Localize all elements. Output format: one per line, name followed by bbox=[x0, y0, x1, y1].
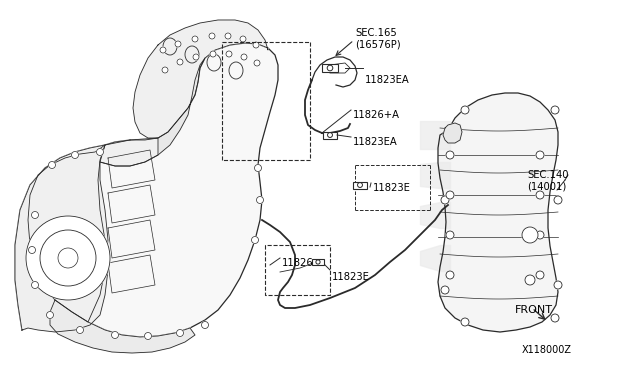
Circle shape bbox=[254, 60, 260, 66]
Circle shape bbox=[252, 237, 259, 244]
Polygon shape bbox=[50, 300, 195, 353]
Circle shape bbox=[522, 227, 538, 243]
Circle shape bbox=[461, 106, 469, 114]
Circle shape bbox=[441, 286, 449, 294]
Circle shape bbox=[255, 164, 262, 171]
Circle shape bbox=[77, 327, 83, 334]
Circle shape bbox=[240, 36, 246, 42]
Circle shape bbox=[446, 191, 454, 199]
Text: 11826: 11826 bbox=[282, 258, 314, 268]
Circle shape bbox=[525, 275, 535, 285]
Circle shape bbox=[441, 196, 449, 204]
Circle shape bbox=[202, 321, 209, 328]
Circle shape bbox=[47, 311, 54, 318]
Polygon shape bbox=[325, 63, 350, 73]
Circle shape bbox=[551, 106, 559, 114]
Circle shape bbox=[97, 148, 104, 155]
Polygon shape bbox=[100, 58, 205, 166]
Circle shape bbox=[446, 231, 454, 239]
Text: SEC.165
(16576P): SEC.165 (16576P) bbox=[355, 28, 401, 49]
Circle shape bbox=[536, 151, 544, 159]
Polygon shape bbox=[15, 43, 278, 337]
Circle shape bbox=[536, 271, 544, 279]
Circle shape bbox=[29, 247, 35, 253]
Circle shape bbox=[160, 47, 166, 53]
Circle shape bbox=[536, 191, 544, 199]
Circle shape bbox=[192, 36, 198, 42]
Circle shape bbox=[554, 281, 562, 289]
Polygon shape bbox=[438, 93, 558, 332]
Circle shape bbox=[551, 314, 559, 322]
Circle shape bbox=[554, 196, 562, 204]
Bar bbox=[323, 132, 337, 139]
Text: SEC.140
(14001): SEC.140 (14001) bbox=[527, 170, 568, 192]
Bar bbox=[353, 182, 367, 189]
Circle shape bbox=[225, 33, 231, 39]
Circle shape bbox=[26, 216, 110, 300]
Circle shape bbox=[145, 333, 152, 340]
Polygon shape bbox=[28, 138, 158, 322]
Circle shape bbox=[177, 59, 183, 65]
Text: X118000Z: X118000Z bbox=[522, 345, 572, 355]
Circle shape bbox=[257, 196, 264, 203]
Circle shape bbox=[193, 54, 199, 60]
Text: 11823EA: 11823EA bbox=[365, 75, 410, 85]
Bar bbox=[312, 259, 324, 265]
Circle shape bbox=[31, 282, 38, 289]
Text: 11823E: 11823E bbox=[332, 272, 370, 282]
Circle shape bbox=[31, 212, 38, 218]
Text: 11826+A: 11826+A bbox=[353, 110, 400, 120]
Circle shape bbox=[49, 161, 56, 169]
Polygon shape bbox=[133, 20, 268, 138]
Circle shape bbox=[175, 41, 181, 47]
Text: FRONT: FRONT bbox=[515, 305, 553, 315]
Circle shape bbox=[446, 271, 454, 279]
Bar bbox=[322, 64, 338, 72]
Circle shape bbox=[162, 67, 168, 73]
Circle shape bbox=[253, 42, 259, 48]
Circle shape bbox=[209, 33, 215, 39]
Circle shape bbox=[241, 54, 247, 60]
Polygon shape bbox=[15, 145, 108, 332]
Circle shape bbox=[111, 331, 118, 339]
Circle shape bbox=[210, 51, 216, 57]
Circle shape bbox=[461, 318, 469, 326]
Circle shape bbox=[536, 231, 544, 239]
Circle shape bbox=[177, 330, 184, 337]
Text: 11823E: 11823E bbox=[373, 183, 411, 193]
Polygon shape bbox=[443, 123, 462, 143]
Circle shape bbox=[72, 151, 79, 158]
Circle shape bbox=[226, 51, 232, 57]
Circle shape bbox=[446, 151, 454, 159]
Text: 11823EA: 11823EA bbox=[353, 137, 397, 147]
